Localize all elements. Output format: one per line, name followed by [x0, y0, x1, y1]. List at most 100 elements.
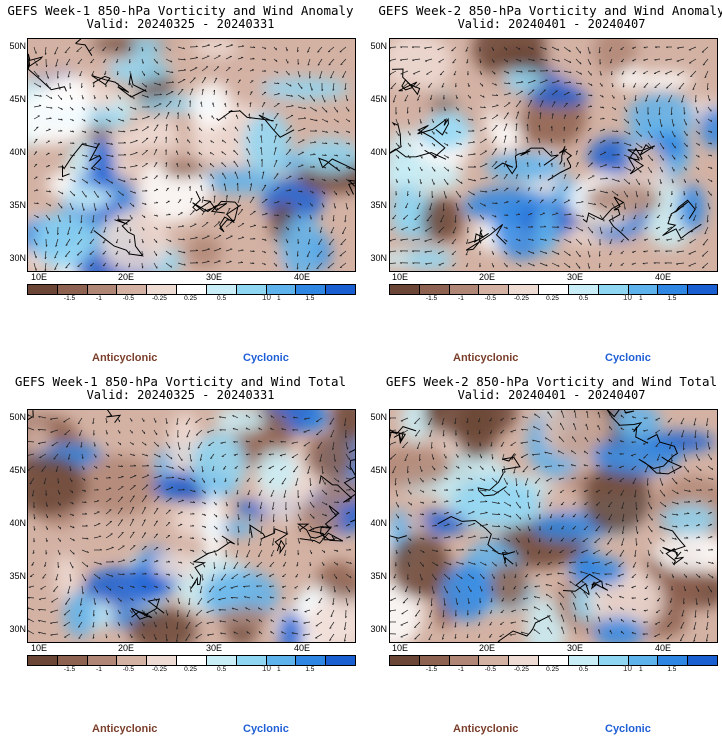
wind-arrow [671, 477, 678, 485]
wind-arrow-head [531, 238, 534, 241]
wind-arrow [231, 607, 239, 611]
wind-arrow-head [473, 193, 475, 196]
wind-arrow-head [186, 615, 189, 618]
wind-arrow [69, 525, 75, 529]
wind-arrow [598, 412, 601, 419]
wind-arrow-head [686, 524, 689, 526]
wind-arrow [575, 187, 583, 192]
wind-arrow-head [348, 154, 351, 157]
wind-arrow-head [121, 531, 124, 534]
wind-arrow-head [519, 59, 522, 62]
valid-dates: Valid: 20240325 - 20240331 [86, 17, 275, 31]
wind-arrow [38, 597, 47, 600]
wind-arrow-head [461, 181, 463, 184]
scale-tick: -0.5 [122, 295, 134, 302]
wind-arrow [165, 417, 168, 424]
wind-arrow-head [142, 266, 144, 269]
wind-arrow [695, 453, 700, 462]
wind-arrow-head [573, 627, 576, 630]
wind-arrow-head [672, 181, 674, 184]
wind-arrow [117, 130, 126, 133]
wind-arrow-head [291, 104, 294, 107]
wind-arrow-head [192, 210, 195, 212]
scale-tick: -1 [96, 666, 102, 673]
vorticity-blob [585, 181, 661, 218]
wind-arrow-head [77, 422, 80, 425]
wind-arrow-head [72, 108, 74, 111]
wind-arrow [587, 202, 596, 206]
wind-arrow [515, 123, 518, 132]
wind-arrow [344, 417, 347, 426]
wind-arrow-head [202, 470, 204, 473]
wind-arrow [443, 453, 447, 459]
wind-arrow [309, 141, 317, 144]
wind-arrow [177, 441, 181, 450]
wind-arrow-head [420, 182, 422, 185]
wind-arrow-head [676, 502, 679, 505]
wind-arrow [141, 621, 145, 627]
wind-arrow [57, 190, 64, 195]
wind-arrow-head [79, 434, 81, 436]
wind-arrow-head [711, 576, 714, 579]
wind-arrow-head [245, 607, 247, 610]
wind-arrow [285, 105, 294, 108]
wind-arrow-head [348, 536, 351, 538]
wind-arrow-head [425, 263, 428, 265]
wind-arrow [55, 465, 59, 472]
wind-arrow-head [673, 124, 675, 127]
wind-arrow-head [608, 452, 610, 455]
wind-arrow-head [595, 529, 598, 532]
wind-arrow-head [538, 162, 540, 165]
wind-arrow [76, 250, 83, 256]
wind-arrow [491, 525, 500, 527]
wind-arrow [247, 489, 251, 495]
wind-arrow [595, 525, 601, 532]
wind-arrow-head [697, 111, 699, 114]
wind-arrow [225, 195, 228, 204]
wind-arrow [402, 441, 409, 448]
wind-arrow [491, 70, 496, 75]
wind-arrow-head [495, 124, 498, 127]
wind-arrow [620, 414, 625, 419]
wind-arrow-head [453, 73, 456, 76]
wind-arrow-head [526, 149, 528, 152]
wind-arrow-head [479, 601, 482, 604]
wind-arrow [695, 465, 702, 472]
wind-arrow [563, 114, 567, 120]
wind-arrow [93, 523, 101, 527]
wind-arrow [33, 46, 37, 54]
wind-arrow [297, 94, 305, 100]
wind-arrow-head [688, 490, 691, 492]
wind-arrow [534, 596, 541, 599]
wind-arrow [416, 202, 421, 210]
wind-arrow [105, 585, 112, 591]
anticyclonic-label: Anticyclonic [92, 352, 158, 364]
wind-arrow-head [82, 591, 85, 595]
wind-arrow-head [431, 109, 434, 112]
wind-arrow-head [86, 181, 89, 184]
wind-arrow [273, 135, 277, 144]
wind-arrow-head [195, 236, 198, 239]
wind-arrow [515, 100, 522, 108]
scale-swatch [236, 656, 267, 665]
wind-arrow-head [522, 598, 526, 600]
wind-arrow [117, 166, 126, 169]
wind-arrow [69, 561, 74, 569]
wind-arrow [69, 154, 75, 156]
wind-arrow-head [260, 146, 262, 150]
wind-arrow [681, 94, 685, 103]
wind-arrow [491, 125, 498, 132]
wind-arrow-head [242, 45, 245, 47]
wind-arrow-head [155, 136, 158, 139]
wind-arrow [297, 128, 306, 132]
wind-arrow [185, 633, 191, 641]
wind-arrow [177, 453, 183, 461]
wind-arrow-head [236, 492, 239, 495]
wind-arrow [443, 524, 450, 527]
wind-arrow [65, 597, 71, 605]
wind-arrow [551, 58, 560, 62]
wind-arrow [65, 58, 71, 66]
wind-arrow [515, 174, 519, 180]
wind-arrow-head [252, 250, 255, 252]
wind-arrow-head [165, 162, 168, 165]
